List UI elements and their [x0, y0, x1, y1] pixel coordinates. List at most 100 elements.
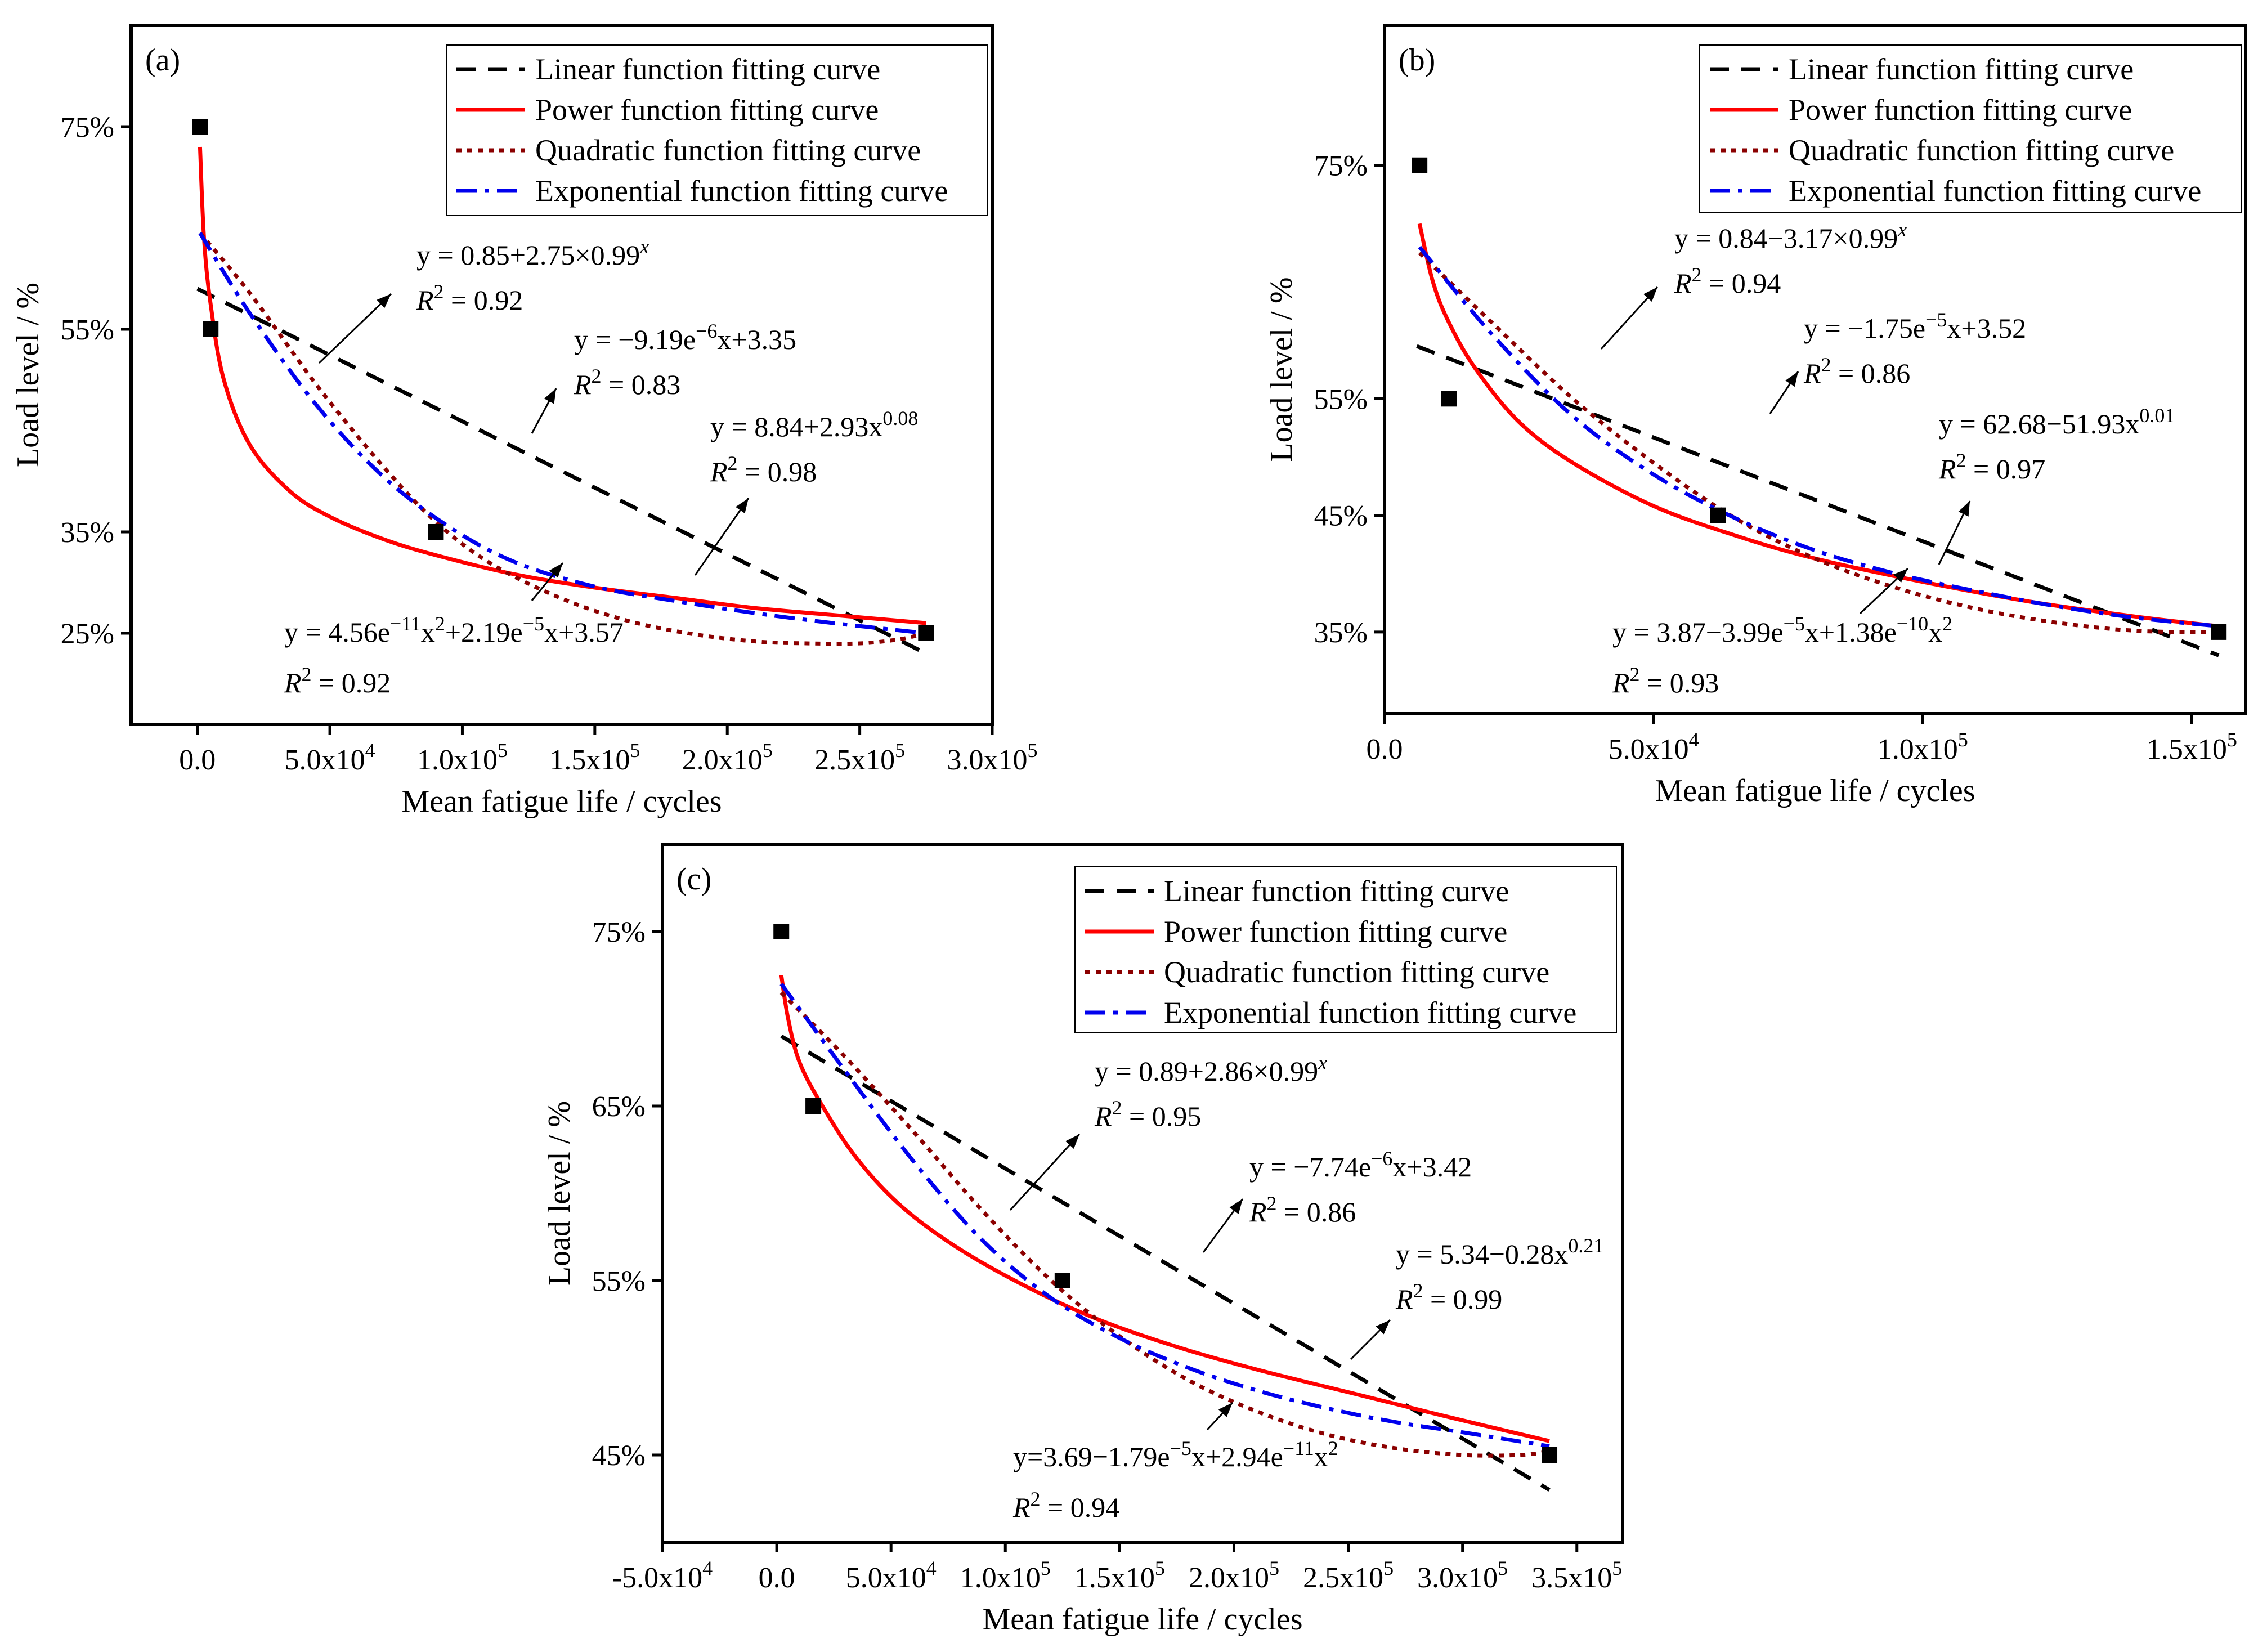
series-quadratic-curve — [779, 991, 1550, 1458]
annotation-arrow-head — [1218, 1403, 1233, 1417]
data-point — [1441, 391, 1457, 407]
x-axis-label: Mean fatigue life / cycles — [401, 784, 722, 819]
legend-label-linear: Linear function fitting curve — [1164, 874, 1509, 908]
y-tick-label: 75% — [61, 111, 114, 144]
y-axis-label: Load level / % — [11, 283, 46, 467]
r-squared-text: R2 = 0.95 — [1094, 1096, 1201, 1132]
x-tick-label: 3.5x105 — [1531, 1557, 1622, 1594]
data-point — [773, 924, 790, 939]
r-squared-text: R2 = 0.92 — [284, 663, 391, 699]
x-tick-label: 2.0x105 — [1189, 1557, 1279, 1594]
y-tick-label: 55% — [61, 314, 114, 346]
annotation-arrow-head — [1785, 371, 1798, 387]
annotation-arrow-head — [549, 563, 563, 578]
legend-label-exponential: Exponential function fitting curve — [1789, 174, 2201, 208]
annotation-arrow-line — [694, 498, 750, 576]
x-tick-label: -5.0x104 — [612, 1557, 713, 1594]
y-tick-label: 55% — [1314, 383, 1368, 415]
x-axis-label: Mean fatigue life / cycles — [1655, 773, 1975, 808]
r-squared-text: R2 = 0.86 — [1803, 353, 1910, 389]
r-squared-text: R2 = 0.98 — [710, 452, 817, 487]
x-tick-label: 1.5x105 — [549, 739, 640, 776]
r-squared-text: R2 = 0.83 — [574, 365, 680, 400]
series-exponential-curve — [198, 232, 926, 635]
equation-text: y = 0.89+2.86×0.99x — [1095, 1051, 1327, 1087]
equation-text: y = 0.85+2.75×0.99x — [416, 235, 649, 271]
data-point — [918, 625, 934, 641]
plot-frame — [129, 24, 994, 726]
data-point — [1054, 1273, 1070, 1288]
x-tick-label: 1.0x105 — [417, 739, 508, 776]
legend-label-power: Power function fitting curve — [1789, 93, 2132, 127]
r-squared-text: R2 = 0.94 — [1012, 1488, 1119, 1523]
annotation-arrow-head — [1376, 1320, 1390, 1335]
x-tick-label: 1.5x105 — [1074, 1557, 1165, 1594]
r-squared-text: R2 = 0.86 — [1249, 1192, 1356, 1228]
legend-label-linear: Linear function fitting curve — [1789, 52, 2134, 86]
legend-box — [1074, 866, 1617, 1033]
data-point — [1412, 157, 1428, 173]
x-tick-label: 0.0 — [759, 1562, 795, 1594]
equation-text: y = −9.19e−6x+3.35 — [574, 320, 796, 355]
r-squared-text: R2 = 0.93 — [1612, 663, 1719, 699]
y-tick-label: 75% — [592, 916, 646, 948]
annotation-arrow-head — [544, 388, 556, 404]
annotation-arrow-head — [1643, 287, 1657, 302]
equation-text: y=3.69−1.79e−5x+2.94e−11x2 — [1013, 1437, 1338, 1472]
equation-text: y = −1.75e−5x+3.52 — [1804, 308, 2026, 344]
y-tick-label: 25% — [61, 618, 114, 650]
legend-label-power: Power function fitting curve — [535, 93, 879, 127]
annotation-arrow-head — [1958, 501, 1970, 517]
data-point — [2211, 624, 2227, 640]
data-point — [203, 321, 219, 337]
chart-panel-1: (b) 0.0 5.0x104 1.0x105 1.5x105 35% 45% 55% 75% M… — [1264, 24, 2247, 808]
annotation-arrow-line — [1009, 1133, 1081, 1211]
series-power-curve — [779, 974, 1550, 1443]
chart-panel-0: (a) 0.0 5.0x104 1.0x105 1.5x105 2.0x105 2.5x10… — [11, 24, 1038, 819]
y-tick-label: 45% — [592, 1440, 646, 1472]
plot-frame — [1383, 24, 2247, 715]
panel-label: (b) — [1399, 43, 1435, 78]
x-tick-label: 0.0 — [179, 744, 216, 776]
r-squared-text: R2 = 0.97 — [1938, 449, 2045, 485]
x-tick-label: 1.0x105 — [1878, 728, 1968, 765]
annotation-arrow-line — [318, 293, 392, 364]
series-power-curve — [198, 146, 926, 625]
x-tick-label: 1.5x105 — [2147, 728, 2237, 765]
x-tick-label: 1.0x105 — [960, 1557, 1051, 1594]
legend-label-linear: Linear function fitting curve — [535, 52, 880, 86]
x-axis-label: Mean fatigue life / cycles — [982, 1602, 1302, 1637]
x-tick-label: 3.0x105 — [1417, 1557, 1508, 1594]
plot-frame — [661, 843, 1624, 1544]
data-point — [805, 1098, 822, 1114]
annotation-arrow-head — [1065, 1134, 1079, 1149]
legend-label-power: Power function fitting curve — [1164, 915, 1507, 948]
y-axis-label: Load level / % — [542, 1101, 577, 1286]
series-linear-curve — [780, 1034, 1551, 1492]
y-tick-label: 35% — [61, 517, 114, 549]
legend-box — [446, 44, 988, 216]
data-point — [192, 119, 208, 135]
x-tick-label: 2.0x105 — [682, 739, 773, 776]
x-tick-label: 3.0x105 — [947, 739, 1038, 776]
r-squared-text: R2 = 0.92 — [416, 280, 523, 316]
data-point — [1710, 507, 1726, 523]
x-tick-label: 5.0x104 — [846, 1557, 937, 1594]
y-tick-label: 75% — [1314, 150, 1368, 182]
annotation-arrow-head — [735, 498, 749, 514]
y-tick-label: 65% — [592, 1091, 646, 1123]
series-linear-curve — [1416, 344, 2220, 657]
equation-text: y = 62.68−51.93x0.01 — [1939, 404, 2175, 440]
y-tick-label: 35% — [1314, 617, 1368, 649]
annotation-arrow-head — [1229, 1199, 1243, 1214]
annotation-arrow-head — [377, 294, 391, 308]
series-quadratic-curve — [198, 231, 927, 646]
data-point — [428, 524, 444, 540]
x-tick-label: 0.0 — [1367, 733, 1403, 765]
r-squared-text: R2 = 0.99 — [1395, 1279, 1502, 1315]
panel-label: (a) — [145, 43, 180, 78]
legend-label-exponential: Exponential function fitting curve — [1164, 996, 1576, 1029]
x-tick-label: 5.0x104 — [1609, 728, 1699, 765]
y-tick-label: 45% — [1314, 500, 1368, 532]
